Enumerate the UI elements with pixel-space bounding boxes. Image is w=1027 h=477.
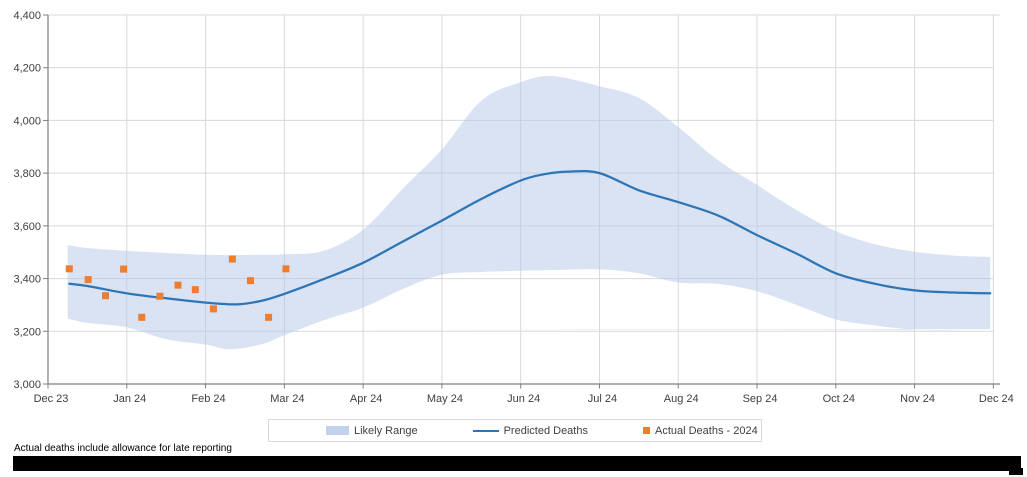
legend-label-likely-range: Likely Range	[354, 424, 418, 437]
legend-label-actual-deaths: Actual Deaths - 2024	[654, 424, 758, 437]
band-swatch-icon	[326, 426, 349, 435]
deaths-forecast-chart: 3,000 3,200 3,400 3,600 3,800 4,000 4,200 4,400…	[0, 10, 1014, 405]
svg-text:May 24: May 24	[427, 393, 463, 405]
legend-label-predicted-deaths: Predicted Deaths	[503, 424, 588, 437]
footnote-text: Actual deaths include allowance for late…	[14, 443, 232, 454]
redacted-text-bar	[13, 456, 1021, 471]
svg-text:Aug 24: Aug 24	[664, 393, 699, 405]
svg-text:3,200: 3,200	[13, 326, 41, 338]
line-swatch-icon	[472, 429, 499, 432]
svg-text:Mar 24: Mar 24	[270, 393, 304, 405]
redacted-text-nub	[1009, 468, 1023, 475]
legend-item-actual-deaths: Actual Deaths - 2024	[642, 424, 758, 437]
svg-text:Jul 24: Jul 24	[588, 393, 617, 405]
svg-text:Dec 23: Dec 23	[34, 393, 69, 405]
svg-text:Jun 24: Jun 24	[507, 393, 540, 405]
svg-text:4,200: 4,200	[13, 63, 41, 75]
svg-text:Feb 24: Feb 24	[191, 393, 225, 405]
svg-text:3,000: 3,000	[13, 379, 41, 391]
svg-text:Nov 24: Nov 24	[900, 393, 935, 405]
svg-text:Jan 24: Jan 24	[113, 393, 146, 405]
svg-text:Apr 24: Apr 24	[350, 393, 382, 405]
svg-text:Dec 24: Dec 24	[979, 393, 1014, 405]
legend-item-predicted-deaths: Predicted Deaths	[472, 424, 588, 437]
svg-text:3,600: 3,600	[13, 221, 41, 233]
svg-text:Sep 24: Sep 24	[743, 393, 778, 405]
chart-legend: Likely Range Predicted Deaths Actual Dea…	[268, 419, 762, 442]
svg-text:Oct 24: Oct 24	[823, 393, 855, 405]
marker-swatch-icon	[642, 427, 650, 434]
svg-text:3,800: 3,800	[13, 168, 41, 180]
svg-text:4,400: 4,400	[13, 10, 41, 22]
legend-item-likely-range: Likely Range	[326, 425, 418, 437]
svg-text:4,000: 4,000	[13, 115, 41, 127]
svg-text:3,400: 3,400	[13, 274, 41, 286]
